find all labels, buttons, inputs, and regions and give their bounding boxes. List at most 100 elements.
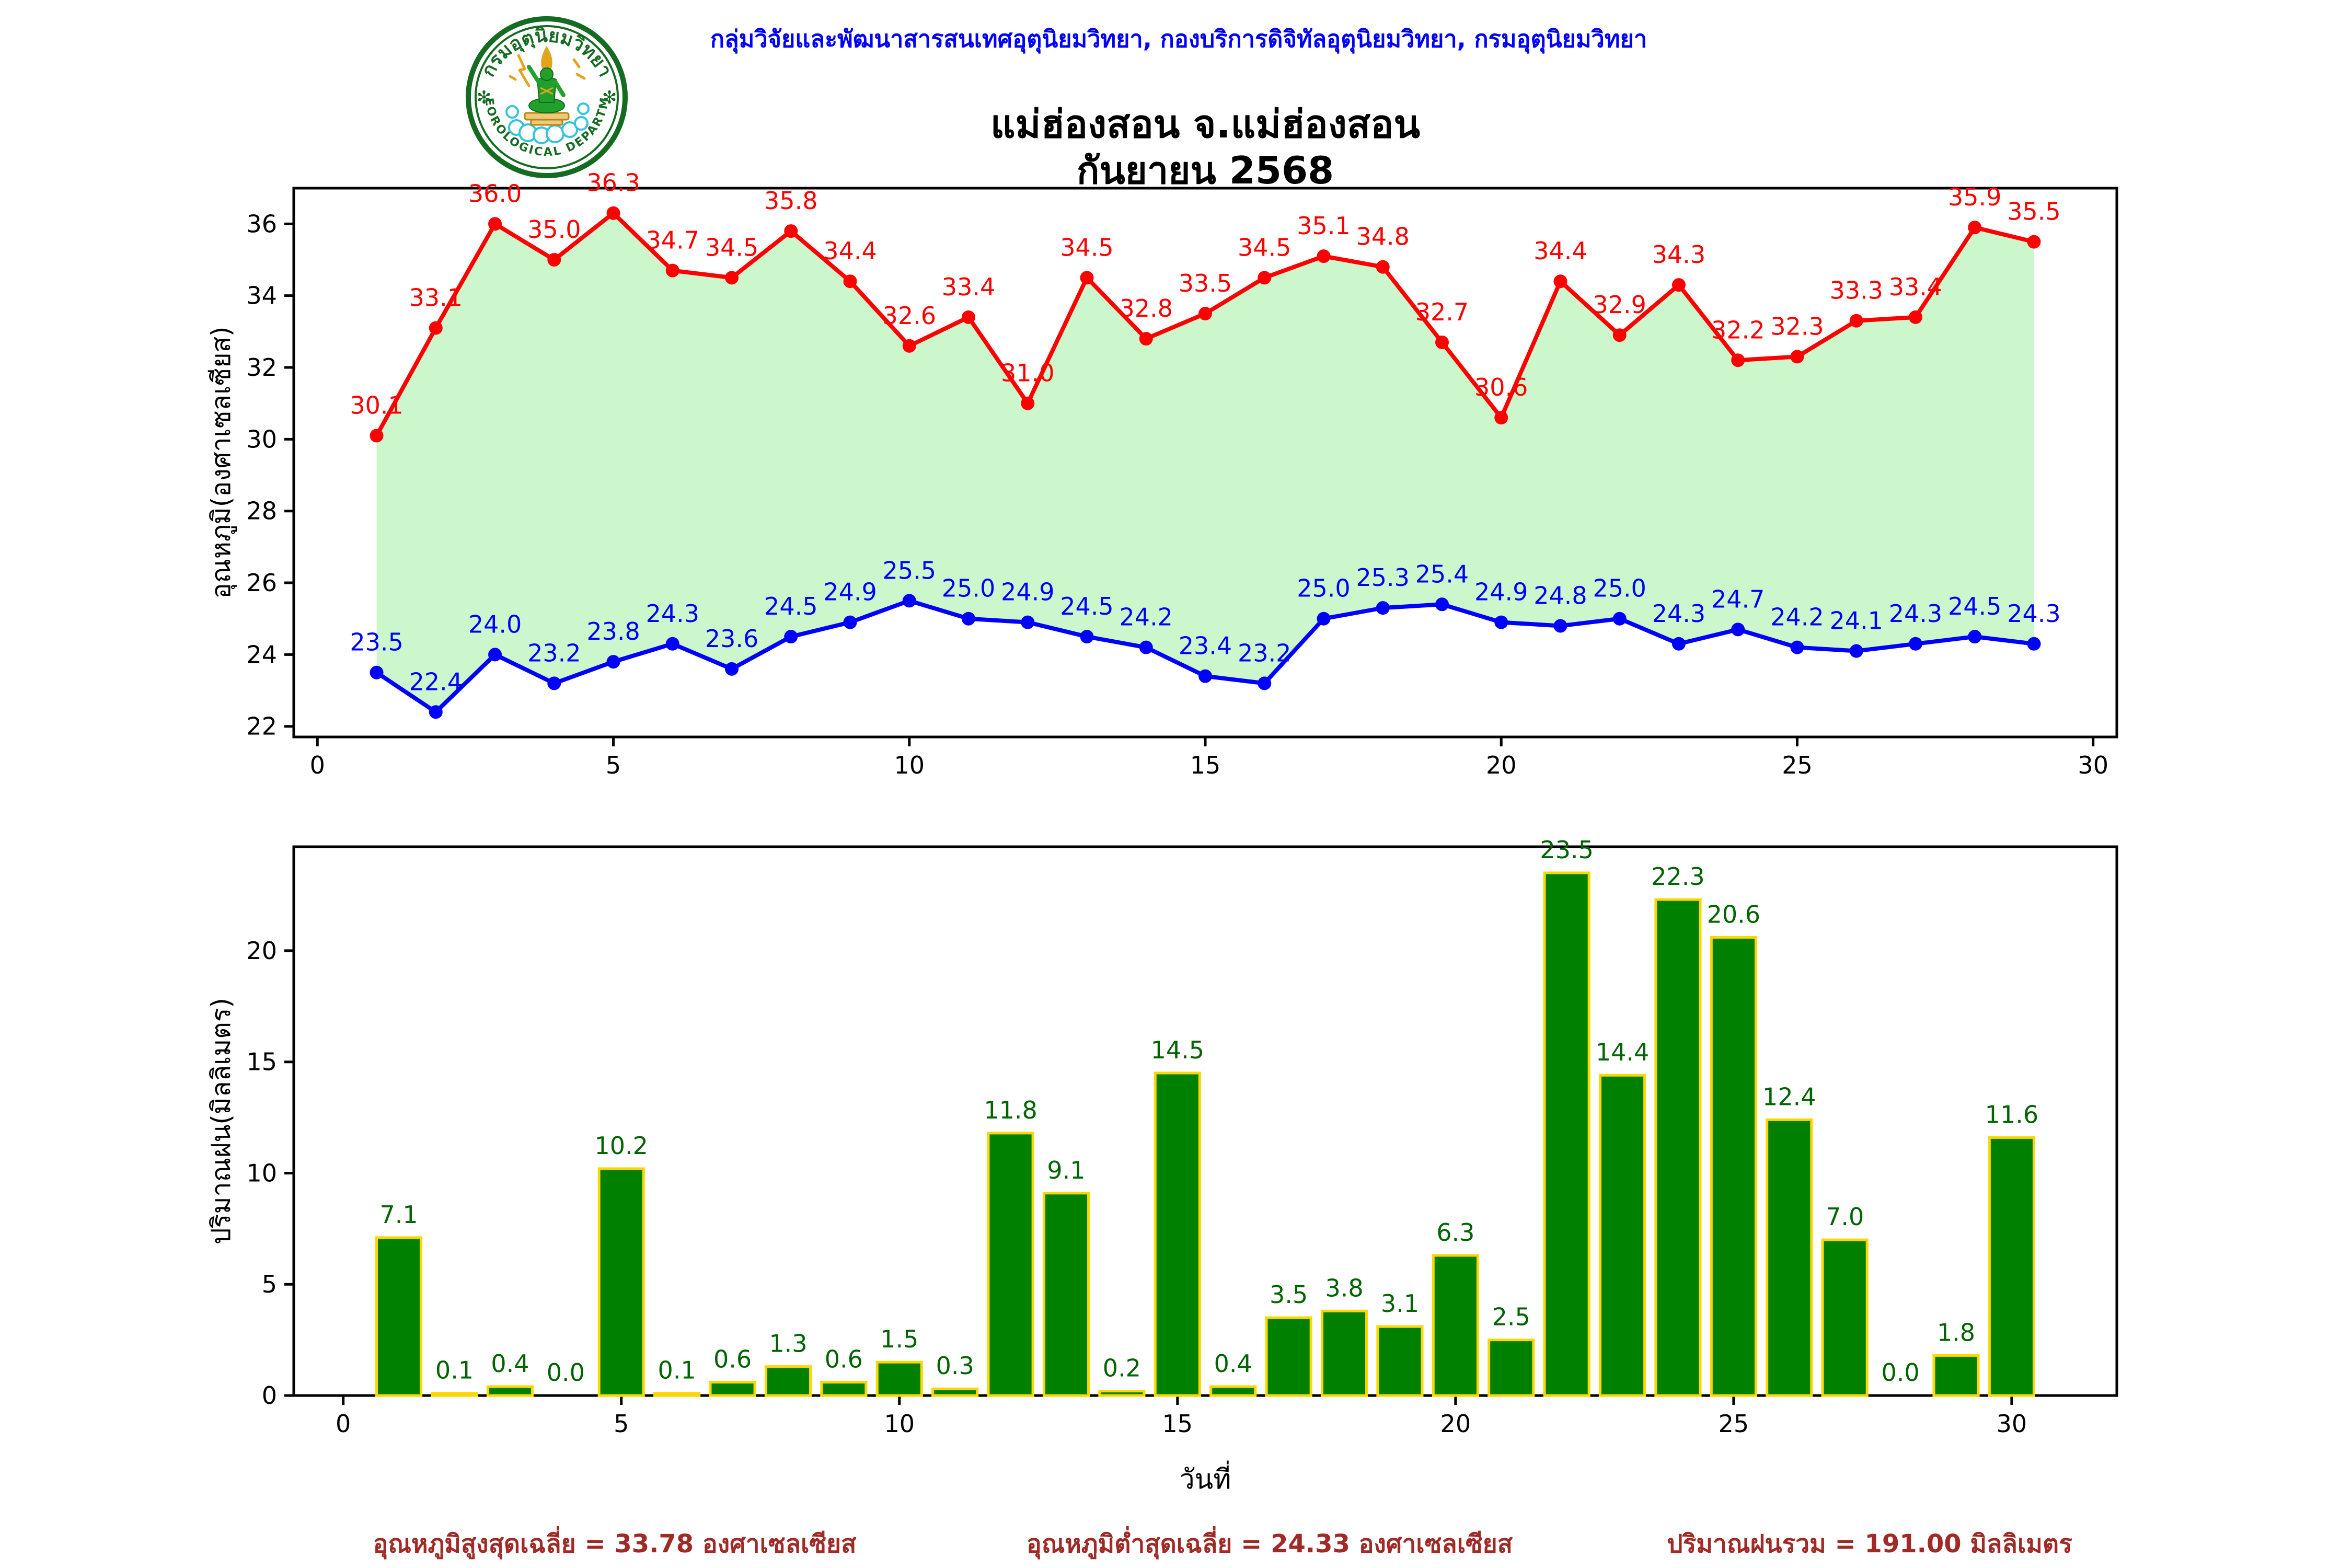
- svg-text:20: 20: [1486, 751, 1517, 779]
- svg-text:34.5: 34.5: [1238, 233, 1291, 261]
- svg-text:28: 28: [246, 497, 277, 525]
- logo-right-flower-icon: ✻: [602, 87, 617, 108]
- svg-text:0.6: 0.6: [713, 1345, 752, 1373]
- svg-text:25.5: 25.5: [883, 556, 936, 584]
- met-department-logo: กรมอุตุนิยมวิทยา METEOROLOGICAL DEPARTME…: [466, 16, 628, 178]
- svg-text:1.8: 1.8: [1937, 1318, 1975, 1346]
- svg-text:33.5: 33.5: [1179, 269, 1232, 297]
- svg-text:24.2: 24.2: [1770, 603, 1824, 631]
- svg-text:30.1: 30.1: [350, 391, 403, 419]
- temperature-chart: 0 5 10 15 20 25 30 22 24 26 28 30 32 34 36 อุณหภูมิ(องศ…: [206, 169, 2118, 779]
- summary-avg-max-temp: อุณหภูมิสูงสุดเฉลี่ย = 33.78 องศาเซลเซีย…: [373, 1529, 857, 1559]
- svg-text:31.0: 31.0: [1001, 359, 1054, 387]
- svg-text:5: 5: [606, 751, 621, 779]
- svg-text:24.3: 24.3: [1652, 599, 1705, 628]
- svg-text:0.0: 0.0: [547, 1358, 585, 1387]
- svg-text:25: 25: [1782, 751, 1813, 779]
- svg-text:34.5: 34.5: [705, 233, 758, 261]
- y-axis-label: อุณหภูมิ(องศาเซลเซียส): [206, 326, 237, 598]
- svg-text:20: 20: [1440, 1410, 1471, 1438]
- svg-text:5: 5: [262, 1270, 277, 1298]
- svg-text:24.3: 24.3: [646, 599, 699, 628]
- svg-text:35.0: 35.0: [527, 215, 581, 244]
- svg-text:24: 24: [246, 640, 277, 668]
- svg-text:24.0: 24.0: [468, 610, 522, 638]
- svg-text:15: 15: [246, 1048, 277, 1076]
- svg-text:23.2: 23.2: [527, 639, 581, 667]
- svg-text:✻: ✻: [477, 87, 492, 108]
- svg-text:22.4: 22.4: [409, 667, 463, 696]
- svg-text:36.3: 36.3: [586, 169, 640, 197]
- axes-frame: [292, 845, 2118, 1397]
- svg-text:23.6: 23.6: [705, 625, 758, 653]
- svg-text:1.5: 1.5: [880, 1325, 918, 1353]
- svg-text:15: 15: [1190, 751, 1221, 779]
- max-temperature-labels: 30.133.136.035.036.334.7 34.535.834.432.6…: [350, 169, 2060, 420]
- svg-text:25.3: 25.3: [1356, 563, 1410, 592]
- svg-text:7.0: 7.0: [1826, 1203, 1864, 1231]
- svg-text:24.9: 24.9: [823, 578, 877, 606]
- svg-text:34.3: 34.3: [1652, 240, 1705, 269]
- department-header: กลุ่มวิจัยและพัฒนาสารสนเทศอุตุนิยมวิทยา,…: [710, 25, 1647, 53]
- svg-text:2.5: 2.5: [1492, 1303, 1530, 1331]
- svg-text:30.6: 30.6: [1474, 373, 1528, 401]
- rainfall-chart: 0 5 10 15 20 25 30 0 5 10 15 20 ปริมาณฝน(มิลลิเมตร) ว…: [206, 836, 2118, 1495]
- svg-text:32.2: 32.2: [1711, 316, 1765, 344]
- svg-text:33.4: 33.4: [1889, 273, 1942, 301]
- svg-text:15: 15: [1162, 1410, 1193, 1438]
- svg-text:23.8: 23.8: [586, 617, 640, 645]
- svg-text:25: 25: [1719, 1410, 1749, 1438]
- svg-text:24.2: 24.2: [1120, 603, 1173, 631]
- svg-text:34.4: 34.4: [823, 237, 877, 265]
- page-title-month: กันยายน 2568: [1076, 148, 1334, 192]
- svg-text:33.3: 33.3: [1830, 276, 1883, 305]
- svg-text:24.7: 24.7: [1711, 585, 1765, 613]
- svg-text:5: 5: [614, 1410, 629, 1438]
- svg-text:23.5: 23.5: [350, 628, 403, 656]
- svg-text:32.3: 32.3: [1770, 312, 1824, 340]
- svg-text:0: 0: [310, 751, 325, 779]
- svg-text:23.5: 23.5: [1540, 836, 1593, 864]
- logo-deity-emblem: [505, 46, 590, 144]
- svg-text:36.0: 36.0: [468, 179, 522, 207]
- svg-text:✻: ✻: [602, 87, 617, 108]
- max-temperature-line: [370, 206, 2041, 443]
- svg-text:7.1: 7.1: [380, 1201, 418, 1229]
- svg-text:32: 32: [246, 353, 277, 382]
- svg-text:24.5: 24.5: [764, 592, 817, 620]
- x-axis-label: วันที่: [1179, 1460, 1231, 1495]
- svg-text:24.9: 24.9: [1474, 578, 1528, 606]
- x-axis: 0 5 10 15 20 25 30: [310, 737, 2108, 779]
- svg-text:30: 30: [2078, 751, 2108, 779]
- min-temperature-line: [370, 594, 2041, 719]
- svg-text:36: 36: [246, 210, 277, 238]
- summary-avg-min-temp: อุณหภูมิต่ำสุดเฉลี่ย = 24.33 องศาเซลเซีย…: [1026, 1529, 1513, 1559]
- svg-text:24.8: 24.8: [1534, 581, 1587, 609]
- svg-text:20.6: 20.6: [1707, 900, 1760, 928]
- y-axis: 0 5 10 15 20: [246, 937, 294, 1410]
- svg-text:0.0: 0.0: [1882, 1358, 1920, 1387]
- svg-text:32.6: 32.6: [883, 302, 936, 330]
- svg-text:24.9: 24.9: [1001, 578, 1054, 606]
- svg-text:34: 34: [246, 282, 277, 310]
- svg-text:0.6: 0.6: [825, 1345, 863, 1373]
- svg-text:35.8: 35.8: [764, 187, 817, 215]
- rainfall-bars: [375, 871, 2035, 1397]
- svg-text:32.7: 32.7: [1415, 298, 1469, 326]
- svg-text:24.3: 24.3: [1889, 599, 1942, 628]
- svg-text:10: 10: [884, 1410, 915, 1438]
- svg-text:24.3: 24.3: [2007, 599, 2060, 628]
- svg-text:22: 22: [246, 712, 277, 741]
- svg-text:34.8: 34.8: [1356, 223, 1410, 251]
- svg-text:11.8: 11.8: [984, 1096, 1037, 1124]
- svg-text:34.5: 34.5: [1060, 233, 1113, 261]
- svg-text:25.4: 25.4: [1415, 560, 1469, 588]
- svg-text:26: 26: [246, 569, 277, 597]
- page-title-station: แม่ฮ่องสอน จ.แม่ฮ่องสอน: [990, 102, 1421, 147]
- svg-text:0: 0: [262, 1381, 277, 1410]
- svg-text:34.4: 34.4: [1534, 237, 1587, 265]
- svg-text:0: 0: [336, 1410, 351, 1438]
- logo-inner-ring: [475, 25, 619, 169]
